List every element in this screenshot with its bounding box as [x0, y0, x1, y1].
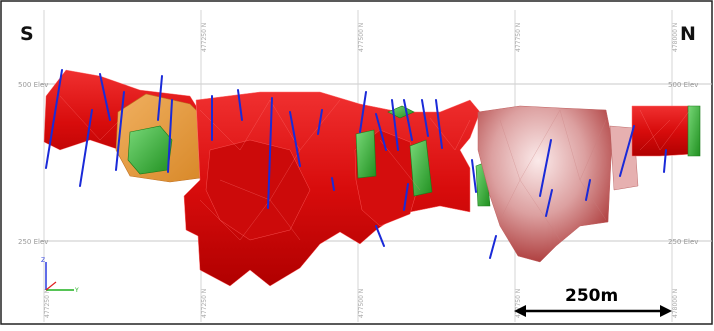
drill-hole — [157, 75, 163, 121]
drill-hole — [115, 91, 125, 171]
drill-hole — [421, 99, 429, 137]
ore-lens-north — [631, 105, 695, 157]
northing-label-bottom-5: 478000 N — [672, 289, 679, 318]
northing-labels: 477250 N 477500 N 477750 N 478000 N 4772… — [44, 23, 679, 318]
elev-label-upper-left: 500 Elev — [18, 81, 48, 89]
elev-label-lower-right: 250 Elev — [668, 238, 698, 246]
elev-label-lower-left: 250 Elev — [18, 238, 48, 246]
drill-hole — [317, 109, 323, 135]
axis-triad-y-label: Y — [74, 287, 79, 294]
ore-lens-pale — [477, 105, 613, 263]
drill-hole — [79, 109, 93, 187]
drill-hole — [45, 69, 63, 169]
northing-label-top-1: 477250 N — [201, 23, 208, 52]
drill-hole — [539, 139, 552, 197]
northing-label-top-2: 477500 N — [358, 23, 365, 52]
drill-hole — [359, 91, 367, 133]
scale-bar-arrow-right — [660, 305, 672, 317]
axis-triad-z-label: Z — [41, 257, 45, 264]
drill-hole — [489, 235, 497, 259]
northing-label-bottom-4: 477750 N — [515, 289, 522, 318]
drill-hole — [331, 177, 335, 191]
drill-hole — [391, 99, 399, 151]
green-zone-1 — [127, 125, 173, 175]
drill-hole — [289, 111, 301, 167]
drill-hole — [545, 189, 553, 217]
drill-hole — [237, 89, 243, 121]
drill-hole — [585, 179, 591, 201]
drill-holes — [45, 69, 667, 259]
northing-label-bottom-2: 477250 N — [201, 289, 208, 318]
drill-hole — [471, 159, 477, 193]
drill-hole — [375, 113, 387, 151]
drill-hole — [375, 225, 385, 247]
ore-lens-pale-small — [609, 125, 639, 191]
drill-hole — [619, 125, 635, 177]
green-zone-6 — [687, 105, 701, 157]
drill-hole — [267, 97, 273, 209]
axis-triad-icon: Z Y — [41, 257, 79, 294]
northing-label-bottom-1: 477250 N — [44, 289, 51, 318]
elev-label-upper-right: 500 Elev — [668, 81, 698, 89]
ore-lobe-central — [205, 139, 311, 241]
compass-north-label: N — [680, 23, 696, 45]
green-zone-3 — [409, 139, 433, 197]
scale-bar: 250m — [514, 286, 672, 317]
mesh-lines — [59, 95, 691, 241]
drill-hole — [99, 73, 111, 121]
compass-south-label: S — [20, 23, 34, 45]
drill-hole — [403, 183, 409, 211]
scale-bar-label: 250m — [565, 286, 618, 306]
drill-hole — [435, 99, 443, 149]
northing-label-top-4: 478000 N — [672, 23, 679, 52]
ore-body-model — [43, 69, 701, 287]
northing-label-bottom-3: 477500 N — [358, 289, 365, 318]
drill-hole — [663, 149, 667, 173]
drill-hole — [167, 99, 173, 173]
drill-hole — [403, 99, 413, 141]
northing-label-top-3: 477750 N — [515, 23, 522, 52]
green-zone-2 — [355, 129, 377, 179]
scale-bar-arrow-left — [514, 305, 526, 317]
